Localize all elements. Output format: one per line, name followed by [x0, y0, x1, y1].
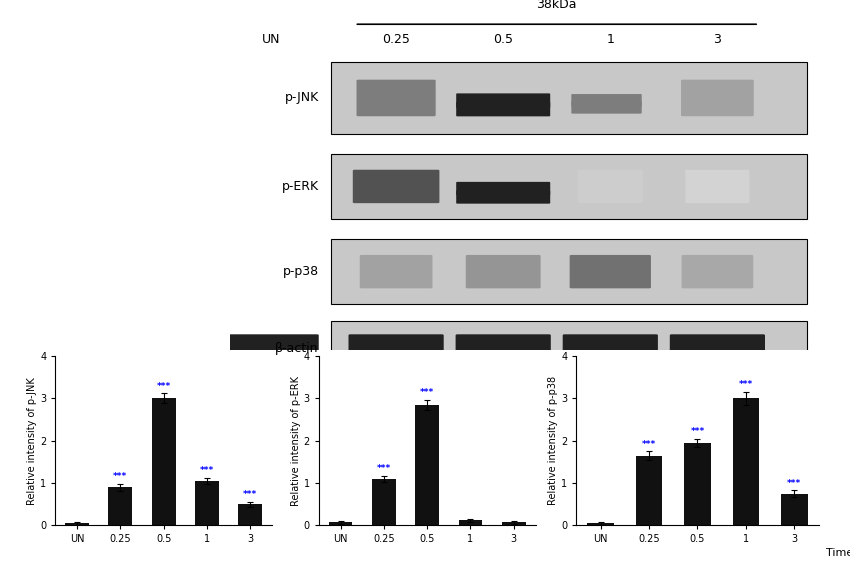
FancyBboxPatch shape — [456, 93, 550, 108]
Bar — [329, 523, 353, 525]
FancyBboxPatch shape — [331, 62, 807, 134]
Text: p-ERK: p-ERK — [281, 180, 319, 193]
FancyBboxPatch shape — [456, 190, 550, 203]
FancyBboxPatch shape — [570, 255, 651, 288]
FancyBboxPatch shape — [571, 101, 642, 114]
FancyBboxPatch shape — [356, 80, 436, 116]
Text: 38kDa: 38kDa — [536, 0, 577, 11]
Text: ***: *** — [377, 464, 391, 473]
FancyBboxPatch shape — [331, 239, 807, 305]
Text: 0.25: 0.25 — [382, 33, 410, 46]
FancyBboxPatch shape — [331, 154, 807, 219]
Text: ***: *** — [243, 490, 258, 499]
Text: ***: *** — [420, 388, 434, 397]
FancyBboxPatch shape — [331, 321, 807, 376]
Text: UN: UN — [262, 33, 280, 46]
FancyBboxPatch shape — [348, 334, 444, 363]
FancyBboxPatch shape — [224, 334, 319, 363]
Text: β-actin: β-actin — [275, 342, 319, 355]
Bar — [502, 523, 525, 525]
Text: p-p38: p-p38 — [282, 265, 319, 278]
Text: ***: *** — [156, 382, 171, 391]
FancyBboxPatch shape — [682, 255, 753, 288]
Text: ***: *** — [690, 427, 705, 436]
Bar — [781, 494, 807, 525]
FancyBboxPatch shape — [353, 170, 439, 203]
Bar — [151, 398, 176, 525]
FancyBboxPatch shape — [681, 80, 754, 116]
Text: ***: *** — [642, 440, 656, 449]
Text: ***: *** — [200, 467, 214, 476]
Bar — [372, 479, 396, 525]
Bar — [109, 487, 133, 525]
FancyBboxPatch shape — [360, 255, 433, 288]
Text: ***: *** — [739, 380, 753, 389]
FancyBboxPatch shape — [456, 334, 551, 363]
Bar — [458, 520, 482, 525]
FancyBboxPatch shape — [563, 334, 658, 363]
Y-axis label: Relative intensity of p-JNK: Relative intensity of p-JNK — [27, 377, 37, 505]
Text: 1: 1 — [606, 33, 615, 46]
Text: ***: *** — [113, 472, 128, 481]
Y-axis label: Relative intensity of p-ERK: Relative intensity of p-ERK — [291, 376, 301, 506]
FancyBboxPatch shape — [456, 182, 550, 195]
Bar — [733, 398, 759, 525]
FancyBboxPatch shape — [578, 170, 643, 203]
Text: Time (hr): Time (hr) — [826, 547, 850, 558]
Bar — [684, 443, 711, 525]
FancyBboxPatch shape — [456, 102, 550, 116]
Bar — [195, 481, 218, 525]
Bar — [65, 523, 89, 525]
Bar — [238, 504, 262, 525]
Bar — [587, 523, 614, 525]
FancyBboxPatch shape — [571, 94, 642, 106]
Text: 0.5: 0.5 — [493, 33, 513, 46]
FancyBboxPatch shape — [685, 170, 750, 203]
Bar — [415, 405, 439, 525]
Text: ***: *** — [787, 479, 802, 488]
FancyBboxPatch shape — [466, 255, 541, 288]
Text: p-JNK: p-JNK — [285, 92, 319, 105]
Text: 3: 3 — [713, 33, 722, 46]
Bar — [636, 455, 662, 525]
Y-axis label: Relative intensity of p-p38: Relative intensity of p-p38 — [548, 376, 558, 505]
FancyBboxPatch shape — [670, 334, 765, 363]
